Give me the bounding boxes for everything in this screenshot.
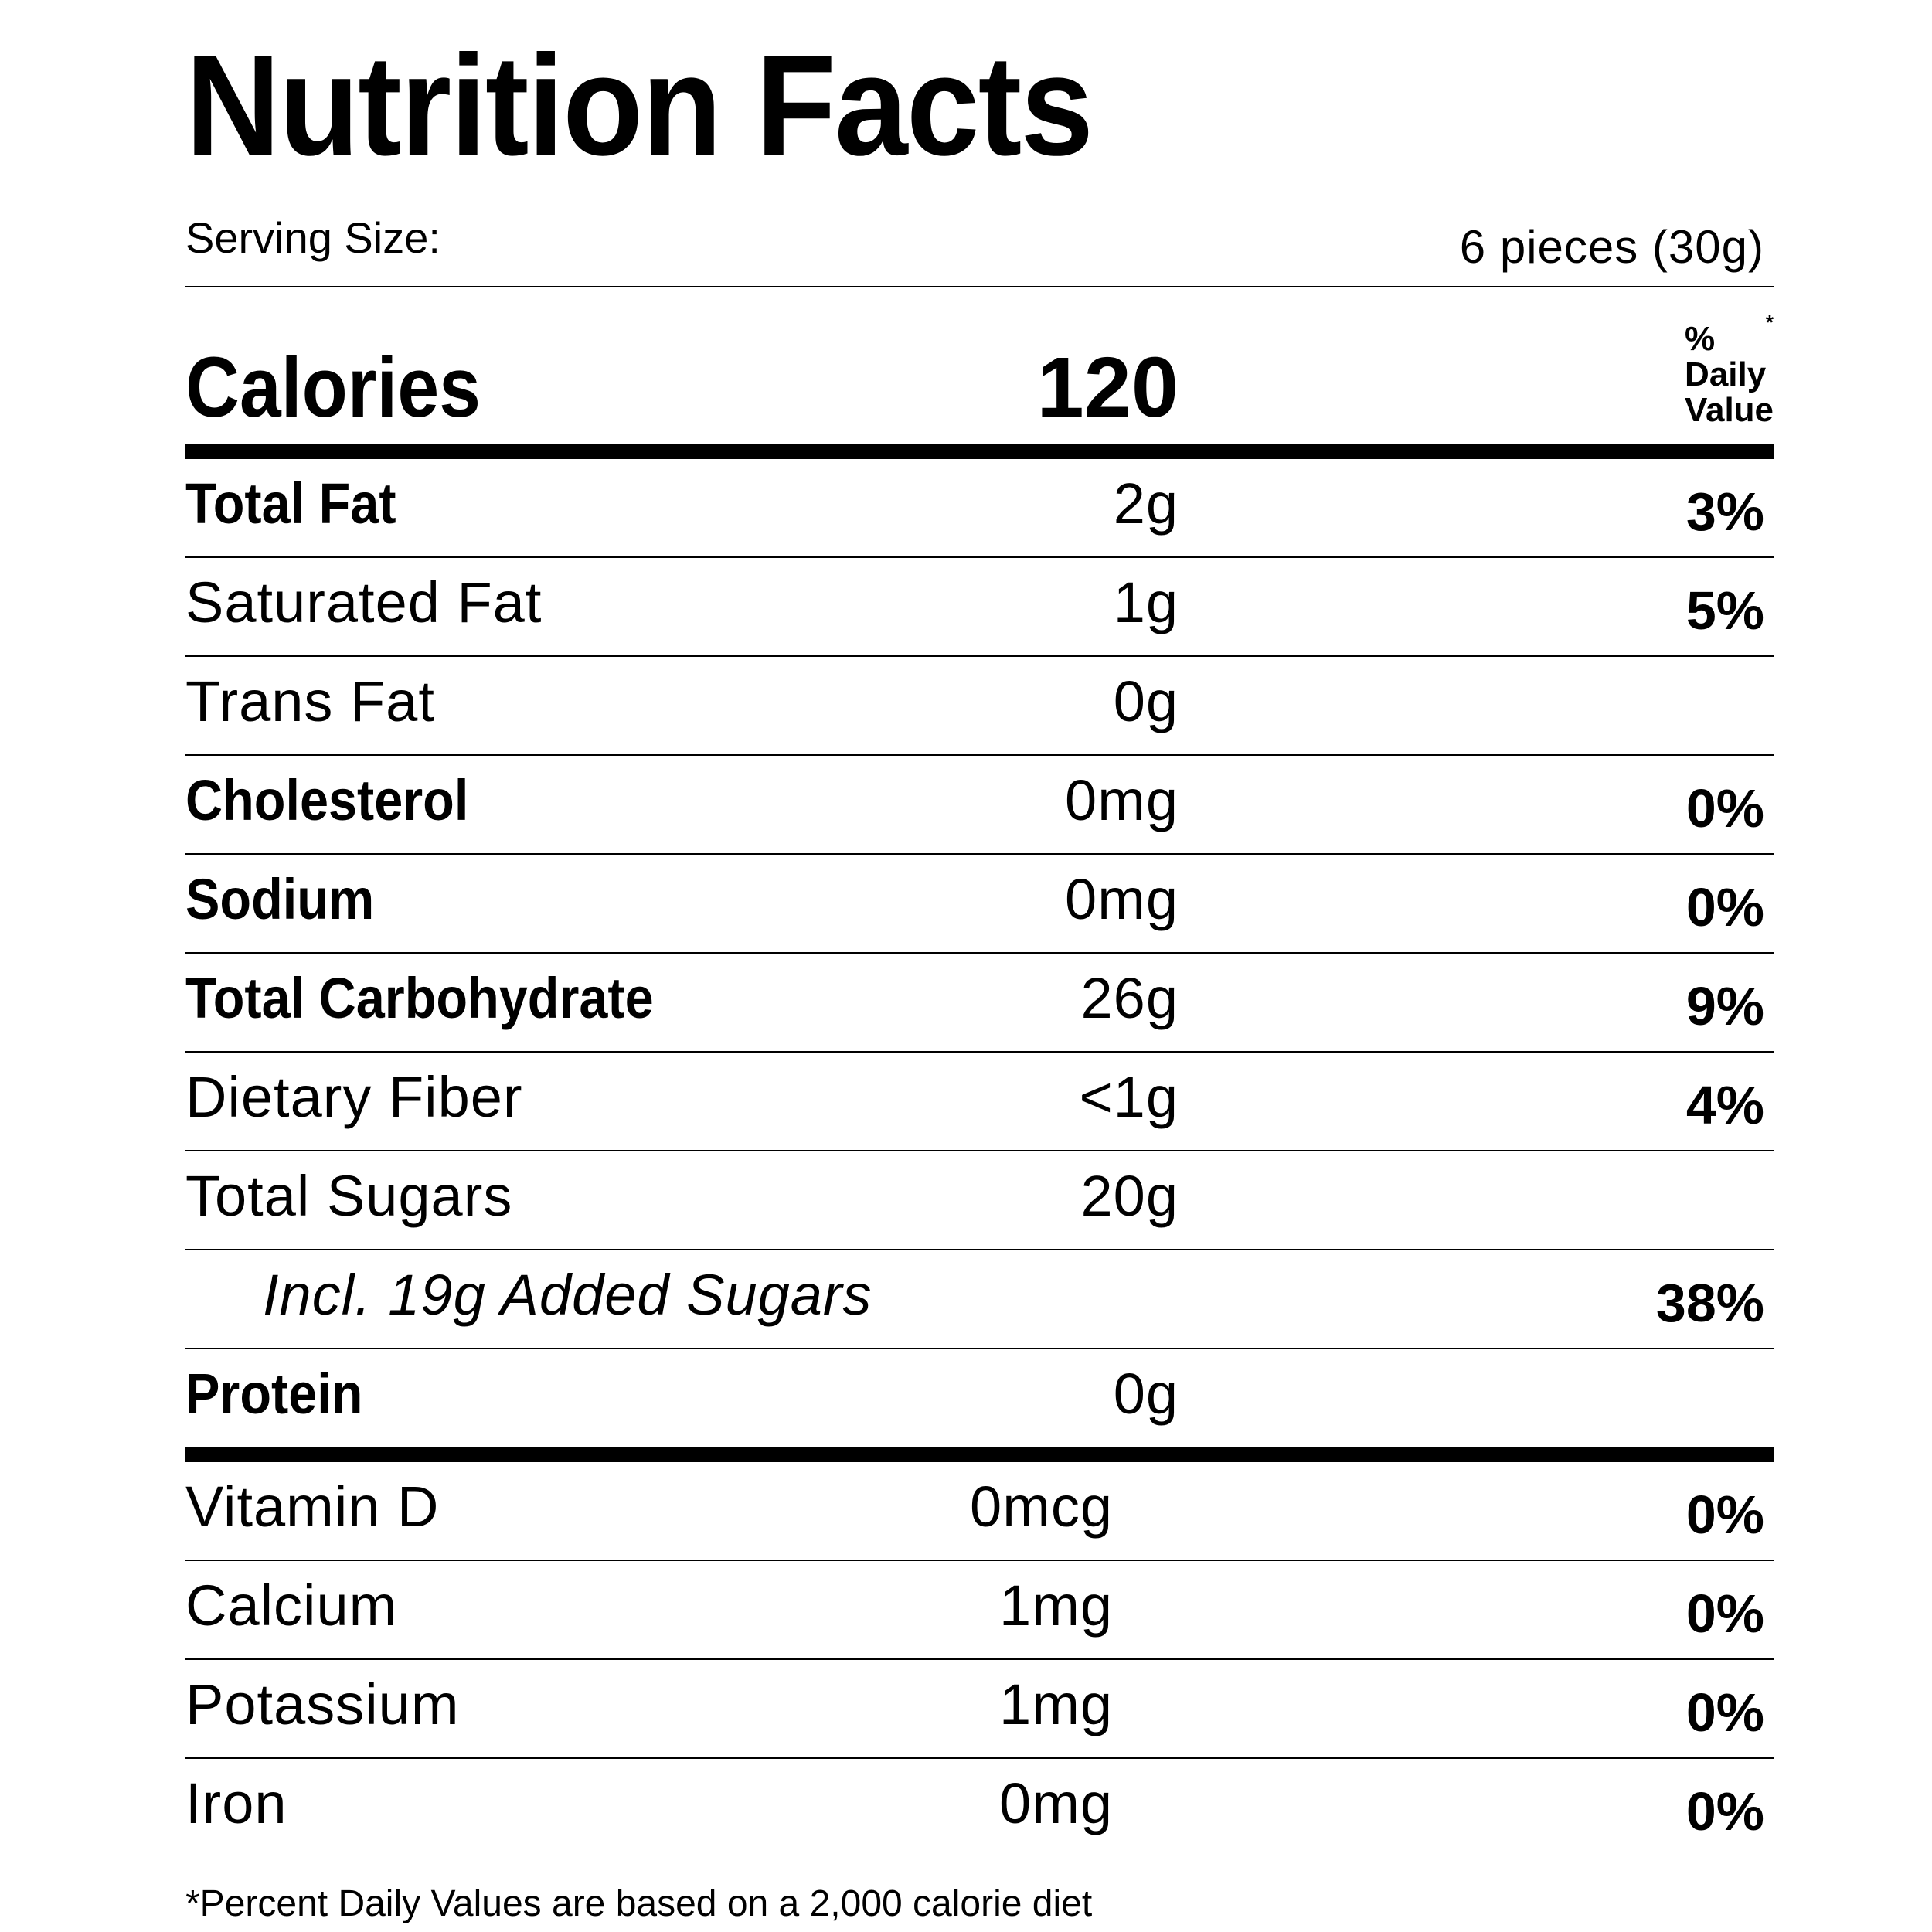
nutrient-row-total-carbohydrate: Total Carbohydrate 26g 9%	[185, 954, 1774, 1053]
label-title: Nutrition Facts	[185, 26, 1094, 185]
vitamin-daily-value: 0%	[1685, 1682, 1764, 1743]
nutrient-amount: 20g	[1080, 1164, 1179, 1228]
nutrient-row-sodium: Sodium 0mg 0%	[185, 855, 1774, 954]
calories-value: 120	[1036, 340, 1179, 435]
vitamin-amount: 0mcg	[970, 1475, 1113, 1539]
nutrient-row-total-fat: Total Fat 2g 3%	[185, 459, 1774, 558]
calories-row: Calories 120	[185, 342, 1774, 434]
nutrient-row-protein: Protein 0g	[185, 1349, 1774, 1447]
nutrient-name: Protein	[185, 1362, 363, 1426]
nutrient-amount: 2g	[1113, 471, 1179, 536]
serving-size-value: 6 pieces (30g)	[1459, 221, 1764, 273]
nutrient-name: Cholesterol	[185, 768, 469, 832]
daily-value-marker: *	[1765, 311, 1774, 334]
nutrient-row-trans-fat: Trans Fat 0g	[185, 657, 1774, 756]
serving-size-label: Serving Size:	[185, 213, 440, 262]
nutrient-name: Total Sugars	[185, 1164, 513, 1228]
daily-value-header-text: % Daily Value *	[1685, 304, 1774, 428]
nutrient-amount: 0mg	[1065, 867, 1179, 931]
vitamin-row-potassium: Potassium 1mg 0%	[185, 1660, 1774, 1759]
nutrient-amount: 1g	[1113, 570, 1179, 634]
vitamin-row-vitamin-d: Vitamin D 0mcg 0%	[185, 1462, 1774, 1561]
nutrient-daily-value: 0%	[1685, 877, 1764, 937]
vitamin-row-iron: Iron 0mg 0%	[185, 1759, 1774, 1856]
vitamin-daily-value: 0%	[1685, 1485, 1764, 1545]
nutrient-amount: 0mg	[1065, 768, 1179, 832]
nutrient-row-dietary-fiber: Dietary Fiber <1g 4%	[185, 1053, 1774, 1151]
nutrient-daily-value: 3%	[1685, 481, 1764, 542]
vitamin-amount: 0mg	[999, 1771, 1113, 1835]
nutrient-row-saturated-fat: Saturated Fat 1g 5%	[185, 558, 1774, 657]
thick-divider-top	[185, 444, 1774, 459]
vitamin-name: Vitamin D	[185, 1475, 440, 1539]
nutrient-daily-value: 38%	[1655, 1273, 1764, 1333]
vitamin-name: Iron	[185, 1771, 287, 1835]
daily-value-header-label: % Daily Value	[1685, 320, 1774, 429]
vitamin-daily-value: 0%	[1685, 1583, 1764, 1644]
nutrient-name: Trans Fat	[185, 669, 435, 733]
nutrient-name: Saturated Fat	[185, 570, 543, 634]
nutrient-amount: <1g	[1079, 1065, 1179, 1129]
nutrient-daily-value: 4%	[1685, 1075, 1764, 1135]
vitamin-amount: 1mg	[999, 1672, 1113, 1736]
nutrient-row-added-sugars: Incl. 19g Added Sugars 38%	[185, 1250, 1774, 1349]
daily-value-header: % Daily Value *	[185, 287, 1774, 428]
nutrient-amount: 26g	[1080, 966, 1179, 1030]
thick-divider-bottom	[185, 1447, 1774, 1462]
vitamin-row-calcium: Calcium 1mg 0%	[185, 1561, 1774, 1660]
nutrient-daily-value: 5%	[1685, 580, 1764, 641]
vitamin-name: Potassium	[185, 1672, 460, 1736]
vitamin-daily-value: 0%	[1685, 1781, 1764, 1842]
nutrient-amount: 0g	[1113, 1362, 1179, 1426]
nutrient-daily-value: 0%	[1685, 778, 1764, 838]
calories-label: Calories	[185, 340, 481, 435]
nutrient-amount: 0g	[1113, 669, 1179, 733]
nutrient-name: Total Carbohydrate	[185, 966, 654, 1030]
vitamin-name: Calcium	[185, 1573, 398, 1638]
nutrient-row-total-sugars: Total Sugars 20g	[185, 1151, 1774, 1250]
daily-value-footnote: *Percent Daily Values are based on a 2,0…	[185, 1883, 1093, 1924]
nutrition-facts-label: Nutrition Facts Serving Size: 6 pieces (…	[185, 35, 1774, 1924]
nutrient-name: Dietary Fiber	[185, 1065, 523, 1129]
nutrient-name: Total Fat	[185, 471, 396, 536]
nutrient-daily-value: 9%	[1685, 976, 1764, 1036]
nutrient-name: Incl. 19g Added Sugars	[263, 1263, 872, 1327]
serving-size-row: Serving Size: 6 pieces (30g)	[185, 201, 1774, 287]
nutrient-name: Sodium	[185, 867, 375, 931]
nutrient-row-cholesterol: Cholesterol 0mg 0%	[185, 756, 1774, 855]
vitamin-amount: 1mg	[999, 1573, 1113, 1638]
